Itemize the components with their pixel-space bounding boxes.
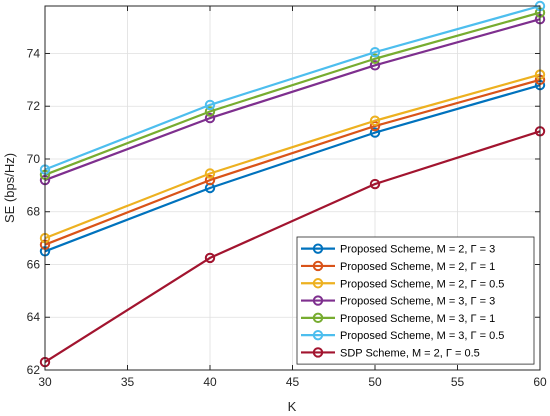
axis-ticks bbox=[44, 6, 541, 371]
data-point bbox=[204, 168, 216, 179]
legend-marker bbox=[312, 312, 324, 324]
legend-item: Proposed Scheme, M = 3, Γ = 3 bbox=[301, 295, 495, 308]
data-point bbox=[204, 99, 216, 111]
legend-item: SDP Scheme, M = 2, Γ = 0.5 bbox=[301, 347, 480, 359]
legend-item: Proposed Scheme, M = 2, Γ = 1 bbox=[301, 260, 495, 273]
data-point bbox=[204, 252, 216, 264]
legend-label: Proposed Scheme, M = 2, Γ = 0.5 bbox=[340, 278, 504, 290]
legend-label: Proposed Scheme, M = 2, Γ = 3 bbox=[340, 244, 495, 256]
x-tick-label: 30 bbox=[38, 375, 52, 389]
series-line bbox=[44, 84, 541, 253]
y-tick-label: 62 bbox=[27, 363, 41, 377]
y-axis-label: SE (bps/Hz) bbox=[2, 153, 17, 223]
data-point bbox=[204, 112, 216, 124]
series-line bbox=[44, 11, 541, 176]
x-tick-label: 35 bbox=[121, 375, 135, 389]
legend-item: Proposed Scheme, M = 3, Γ = 0.5 bbox=[301, 329, 504, 342]
y-tick-label: 64 bbox=[27, 310, 41, 324]
legend-marker bbox=[312, 278, 324, 289]
y-tick-label: 68 bbox=[27, 205, 41, 219]
x-tick-label: 40 bbox=[203, 375, 217, 389]
series-line bbox=[44, 78, 541, 246]
legend-marker bbox=[312, 295, 324, 306]
legend-label: SDP Scheme, M = 2, Γ = 0.5 bbox=[340, 347, 480, 359]
legend-item: Proposed Scheme, M = 2, Γ = 0.5 bbox=[301, 278, 504, 290]
data-point bbox=[369, 46, 381, 58]
series-line bbox=[44, 18, 541, 182]
x-tick-label: 50 bbox=[368, 375, 382, 389]
x-tick-label: 60 bbox=[533, 375, 547, 389]
y-tick-label: 66 bbox=[27, 257, 41, 271]
y-tick-label: 72 bbox=[27, 99, 41, 113]
data-point bbox=[369, 127, 381, 138]
legend-label: Proposed Scheme, M = 3, Γ = 0.5 bbox=[340, 330, 504, 342]
data-point bbox=[369, 115, 381, 126]
series-line bbox=[44, 130, 541, 364]
series-group bbox=[39, 0, 546, 368]
legend-label: Proposed Scheme, M = 3, Γ = 3 bbox=[340, 296, 495, 308]
legend-marker bbox=[312, 243, 324, 254]
legend-marker bbox=[312, 329, 324, 341]
legend-item: Proposed Scheme, M = 3, Γ = 1 bbox=[301, 312, 495, 325]
series-line bbox=[44, 4, 541, 171]
legend-box bbox=[296, 236, 535, 365]
x-tick-label: 55 bbox=[451, 375, 465, 389]
y-tick-label: 74 bbox=[27, 46, 41, 60]
legend: Proposed Scheme, M = 2, Γ = 3 Proposed Sc… bbox=[296, 236, 535, 365]
legend-item: Proposed Scheme, M = 2, Γ = 3 bbox=[301, 243, 495, 256]
y-tick-label: 70 bbox=[27, 152, 41, 166]
legend-label: Proposed Scheme, M = 3, Γ = 1 bbox=[340, 313, 495, 325]
x-tick-label: 45 bbox=[286, 375, 300, 389]
series-line bbox=[44, 73, 541, 240]
data-point bbox=[369, 60, 381, 71]
x-axis-label: K bbox=[288, 399, 297, 414]
data-point bbox=[204, 174, 216, 186]
legend-marker bbox=[312, 347, 324, 358]
data-point bbox=[369, 178, 381, 190]
data-point bbox=[204, 106, 216, 117]
legend-marker bbox=[312, 260, 324, 272]
legend-label: Proposed Scheme, M = 2, Γ = 1 bbox=[340, 261, 495, 273]
data-point bbox=[369, 53, 381, 64]
